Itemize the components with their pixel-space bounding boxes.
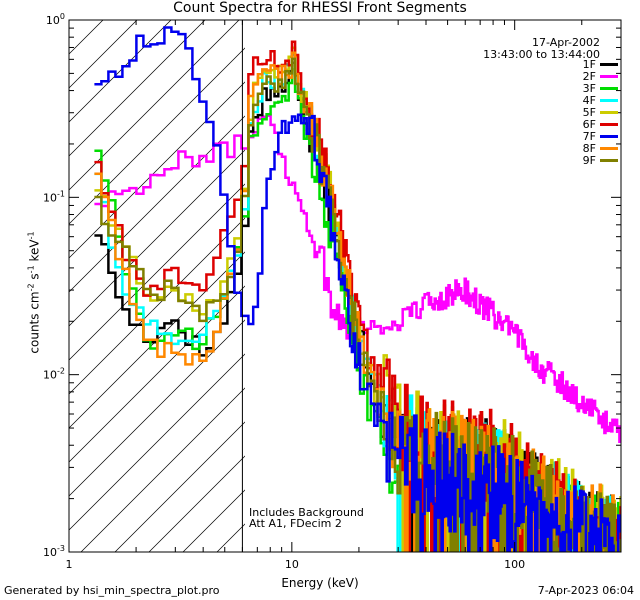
legend: 1F 2F 3F 4F 5F 6F 7F 8F 9F xyxy=(582,57,618,167)
legend-swatch xyxy=(600,122,618,126)
x-tick-label: 10 xyxy=(285,558,299,571)
legend-entry-3f: 3F xyxy=(582,81,618,95)
legend-entry-9f: 9F xyxy=(582,153,618,167)
series-2f xyxy=(94,114,621,443)
legend-entry-4f: 4F xyxy=(582,93,618,107)
chart-title: Count Spectra for RHESSI Front Segments xyxy=(173,0,467,16)
observation-time-range: 13:43:00 to 13:44:00 xyxy=(483,48,600,61)
legend-entry-2f: 2F xyxy=(582,69,618,83)
legend-swatch xyxy=(600,110,618,114)
observation-date: 17-Apr-2002 xyxy=(531,36,600,49)
legend-swatch xyxy=(600,158,618,162)
x-tick-label: 100 xyxy=(504,558,525,571)
legend-label: 4F xyxy=(582,93,596,107)
series-7f xyxy=(94,26,621,552)
legend-label: 1F xyxy=(582,57,596,71)
legend-label: 5F xyxy=(582,105,596,119)
legend-label: 9F xyxy=(582,153,596,167)
legend-label: 6F xyxy=(582,117,596,131)
legend-swatch xyxy=(600,146,618,150)
legend-swatch xyxy=(600,74,618,78)
legend-label: 3F xyxy=(582,81,596,95)
y-tick-label: 10-3 xyxy=(43,544,65,559)
x-tick-label: 1 xyxy=(66,558,73,571)
y-tick-label: 100 xyxy=(46,12,65,27)
legend-entry-6f: 6F xyxy=(582,117,618,131)
legend-label: 8F xyxy=(582,141,596,155)
background-note: Includes Background xyxy=(249,506,364,519)
y-axis-label: counts cm-2 s-1 keV-1 xyxy=(26,231,42,354)
legend-swatch xyxy=(600,98,618,102)
legend-entry-7f: 7F xyxy=(582,129,618,143)
series-9f xyxy=(94,57,621,552)
legend-entry-8f: 8F xyxy=(582,141,618,155)
legend-swatch xyxy=(600,134,618,138)
x-axis-label: Energy (keV) xyxy=(281,576,359,590)
axis-ticks: 1 10 100 10-3 10-2 10-1 100 xyxy=(43,12,622,571)
plot-frame xyxy=(68,19,622,553)
legend-label: 2F xyxy=(582,69,596,83)
plot-timestamp: 7-Apr-2023 06:04 xyxy=(537,584,634,597)
legend-swatch xyxy=(600,62,618,66)
legend-entry-1f: 1F xyxy=(582,57,618,71)
y-tick-label: 10-1 xyxy=(43,189,65,204)
attenuator-note: Att A1, FDecim 2 xyxy=(249,517,342,530)
legend-swatch xyxy=(600,86,618,90)
legend-label: 7F xyxy=(582,129,596,143)
legend-entry-5f: 5F xyxy=(582,105,618,119)
generator-note: Generated by hsi_min_spectra_plot.pro xyxy=(4,584,220,597)
y-tick-label: 10-2 xyxy=(43,367,65,382)
series-layer xyxy=(94,26,621,552)
